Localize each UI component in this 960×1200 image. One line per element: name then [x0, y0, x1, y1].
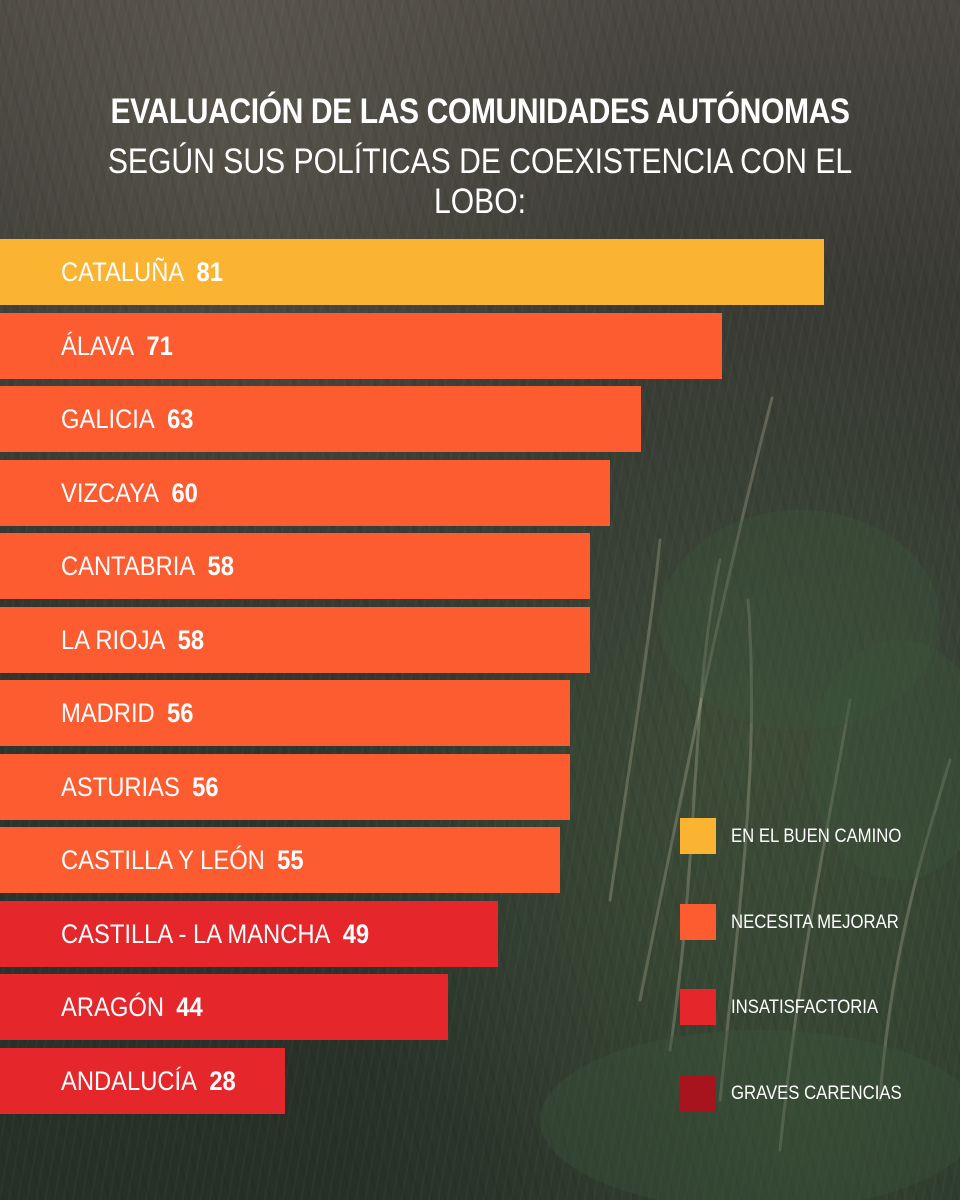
bar-text: CASTILLA Y LEÓN 55: [61, 827, 304, 893]
legend-label: EN EL BUEN CAMINO: [731, 826, 902, 847]
bar-text: CATALUÑA 81: [61, 239, 223, 305]
bar-value-label: 58: [207, 551, 234, 581]
legend-item: EN EL BUEN CAMINO: [680, 818, 940, 856]
bar-value-label: 49: [342, 918, 370, 949]
legend-item: GRAVES CARENCIAS: [680, 1074, 940, 1113]
bar-value-label: 60: [171, 477, 198, 508]
bar: ANDALUCÍA 28: [0, 1047, 285, 1114]
bar-value-label: 56: [192, 771, 219, 802]
bar-category-label: VIZCAYA: [61, 477, 160, 508]
bar-text: GALICIA 63: [61, 386, 194, 452]
bar-value-label: 81: [196, 257, 223, 287]
bar: CATALUÑA 81: [0, 239, 824, 305]
bar: CASTILLA - LA MANCHA 49: [0, 900, 498, 967]
bar-text: ASTURIAS 56: [61, 754, 219, 820]
bar-category-label: CASTILLA Y LEÓN: [61, 845, 265, 875]
bar-value-label: 44: [176, 992, 203, 1022]
bar-text: CASTILLA - LA MANCHA 49: [61, 901, 369, 967]
bar-value-label: 56: [167, 698, 194, 728]
bar-value-label: 63: [167, 404, 194, 434]
legend-label: INSATISFACTORIA: [731, 997, 879, 1018]
bar-value-label: 71: [146, 330, 173, 361]
bar-text: ANDALUCÍA 28: [61, 1048, 236, 1114]
legend-swatch: [680, 818, 716, 854]
bar-category-label: ARAGÓN: [61, 992, 164, 1022]
bar-category-label: CANTABRIA: [61, 551, 196, 581]
chart-title: EVALUACIÓN DE LAS COMUNIDADES AUTÓNOMAS: [110, 92, 850, 131]
bar-category-label: CASTILLA - LA MANCHA: [61, 918, 331, 949]
bar-category-label: LA RIOJA: [61, 624, 166, 655]
legend-swatch: [680, 989, 716, 1025]
bar: GALICIA 63: [0, 386, 641, 452]
bar-text: MADRID 56: [61, 680, 193, 746]
bar: ASTURIAS 56: [0, 753, 570, 820]
legend-swatch: [680, 1074, 716, 1111]
bar-text: LA RIOJA 58: [61, 607, 204, 673]
legend-item: INSATISFACTORIA: [680, 989, 940, 1027]
bar: ARAGÓN 44: [0, 974, 448, 1040]
bar: LA RIOJA 58: [0, 606, 590, 673]
legend-swatch: [680, 903, 716, 940]
bar-category-label: CATALUÑA: [61, 257, 185, 287]
bar: CANTABRIA 58: [0, 533, 590, 599]
bar-category-label: ANDALUCÍA: [61, 1065, 198, 1096]
chart-subtitle: SEGÚN SUS POLÍTICAS DE COEXISTENCIA CON …: [107, 142, 853, 221]
bar-category-label: ASTURIAS: [61, 771, 180, 802]
legend-label: NECESITA MEJORAR: [731, 911, 899, 933]
bar: VIZCAYA 60: [0, 459, 610, 526]
bar-category-label: ÁLAVA: [61, 330, 135, 361]
legend-item: NECESITA MEJORAR: [680, 903, 940, 942]
bar-value-label: 28: [209, 1065, 236, 1096]
bar-category-label: GALICIA: [61, 404, 155, 434]
bar: CASTILLA Y LEÓN 55: [0, 827, 560, 893]
bar-text: ARAGÓN 44: [61, 974, 203, 1040]
bar-text: VIZCAYA 60: [61, 460, 198, 526]
bar-text: CANTABRIA 58: [61, 533, 234, 599]
bar-text: ÁLAVA 71: [61, 313, 173, 379]
bar: MADRID 56: [0, 680, 570, 746]
bar-value-label: 55: [277, 845, 304, 875]
bar: ÁLAVA 71: [0, 312, 722, 379]
bar-value-label: 58: [177, 624, 205, 655]
legend-label: GRAVES CARENCIAS: [731, 1082, 902, 1104]
bar-category-label: MADRID: [61, 698, 155, 728]
